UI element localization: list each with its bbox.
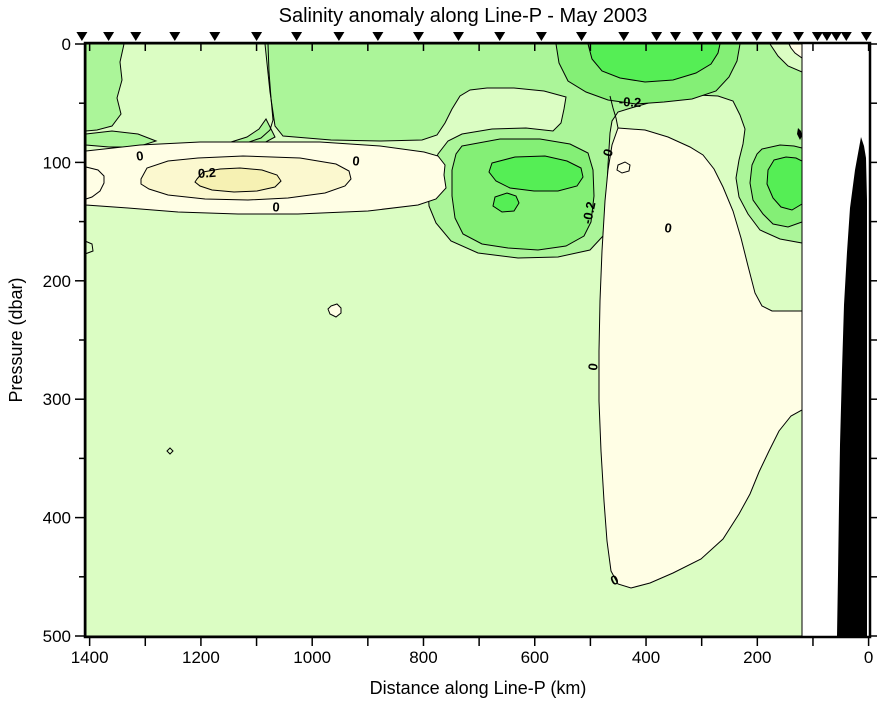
x-tick-label: 0 — [864, 648, 873, 667]
bathymetry-silhouette — [837, 137, 867, 636]
contour-value-label: 0 — [600, 147, 617, 159]
x-axis-title: Distance along Line-P (km) — [370, 678, 587, 698]
contour-line-tiny-diamond — [166, 447, 174, 455]
x-tick-label: 1000 — [293, 648, 331, 667]
station-marker — [535, 32, 547, 41]
contour-line-pale-patch-right-contour — [248, 43, 274, 143]
station-marker — [453, 32, 464, 41]
x-tick-label: 1400 — [71, 648, 109, 667]
y-tick-label: 400 — [43, 509, 71, 528]
contour-value-label: 0 — [352, 153, 361, 169]
station-marker — [372, 32, 384, 41]
station-marker — [692, 32, 704, 41]
axis-tick-labels: 0 200 400 600 800 1000 1200 1400 0 100 200 300 400 50… — [43, 35, 874, 667]
station-marker — [771, 32, 783, 41]
y-tick-label: 300 — [43, 390, 71, 409]
x-tick-label: 400 — [632, 648, 660, 667]
y-tick-label: 0 — [62, 35, 71, 54]
station-marker — [860, 32, 872, 41]
contour-band-deep-positive-pool-pos0 — [598, 127, 803, 589]
station-marker — [333, 32, 345, 41]
station-marker — [103, 32, 115, 41]
x-tick-label: 1200 — [182, 648, 220, 667]
contour-band-left-thin-strip-neg1 — [85, 130, 158, 148]
contour-band-tiny-oval-pos0 — [327, 303, 342, 318]
station-marker — [711, 32, 723, 41]
station-markers-group — [76, 32, 872, 41]
station-marker — [291, 32, 303, 41]
contour-band-midblob-neg2 — [451, 138, 595, 251]
station-marker — [751, 32, 763, 41]
station-marker — [130, 32, 142, 41]
station-marker — [651, 32, 663, 41]
contour-band-surface-core-neg3 — [587, 43, 721, 83]
contour-value-label: 0 — [135, 148, 144, 164]
x-tick-label: 800 — [409, 648, 437, 667]
contour-value-label: 0 — [664, 220, 673, 236]
contour-band-tiny-oval2-pos0 — [616, 161, 631, 174]
chart-title: Salinity anomaly along Line-P - May 2003 — [279, 5, 648, 27]
station-marker — [670, 32, 681, 41]
x-tick-label: 200 — [743, 648, 771, 667]
station-marker — [830, 32, 842, 41]
y-tick-label: 500 — [43, 627, 71, 646]
contour-value-label: 0.2 — [197, 165, 216, 181]
axis-ticks-group — [75, 43, 877, 646]
station-marker — [840, 32, 852, 41]
extra-contour-lines — [84, 43, 619, 455]
y-tick-label: 200 — [43, 272, 71, 291]
contour-value-label: 0 — [272, 199, 280, 214]
contour-band-midblob-core2-neg3 — [492, 192, 520, 213]
bathymetry-spur — [797, 128, 802, 140]
x-tick-label: 600 — [521, 648, 549, 667]
contour-band-rightedge-core-neg3 — [766, 156, 803, 211]
station-marker — [413, 32, 424, 41]
station-marker — [251, 32, 263, 41]
contour-band-left-positive-core-pos2 — [194, 167, 282, 193]
y-axis-title: Pressure (dbar) — [6, 277, 26, 402]
contour-value-label: -0.2 — [579, 200, 598, 225]
y-tick-label: 100 — [43, 153, 71, 172]
contour-fill-bands — [85, 43, 803, 637]
contour-value-label: 0 — [585, 362, 601, 371]
contour-line-left-edge-arc — [84, 240, 94, 255]
contour-band-left-strip-neg1 — [85, 43, 125, 132]
contour-value-label: -0.2 — [618, 94, 641, 110]
station-marker — [76, 32, 88, 41]
station-marker — [821, 32, 833, 41]
contour-line-zero-link-contour — [609, 95, 619, 129]
station-marker — [576, 32, 587, 41]
station-marker — [169, 32, 181, 41]
station-marker — [793, 32, 804, 41]
station-marker — [209, 32, 221, 41]
bathymetry-group — [797, 128, 867, 636]
contour-band-midblob-core-neg3 — [488, 155, 584, 192]
station-marker — [731, 32, 743, 41]
station-marker — [494, 32, 506, 41]
station-marker — [618, 32, 630, 41]
station-marker — [811, 32, 823, 41]
contour-line-left-tongue-contour — [85, 166, 105, 200]
